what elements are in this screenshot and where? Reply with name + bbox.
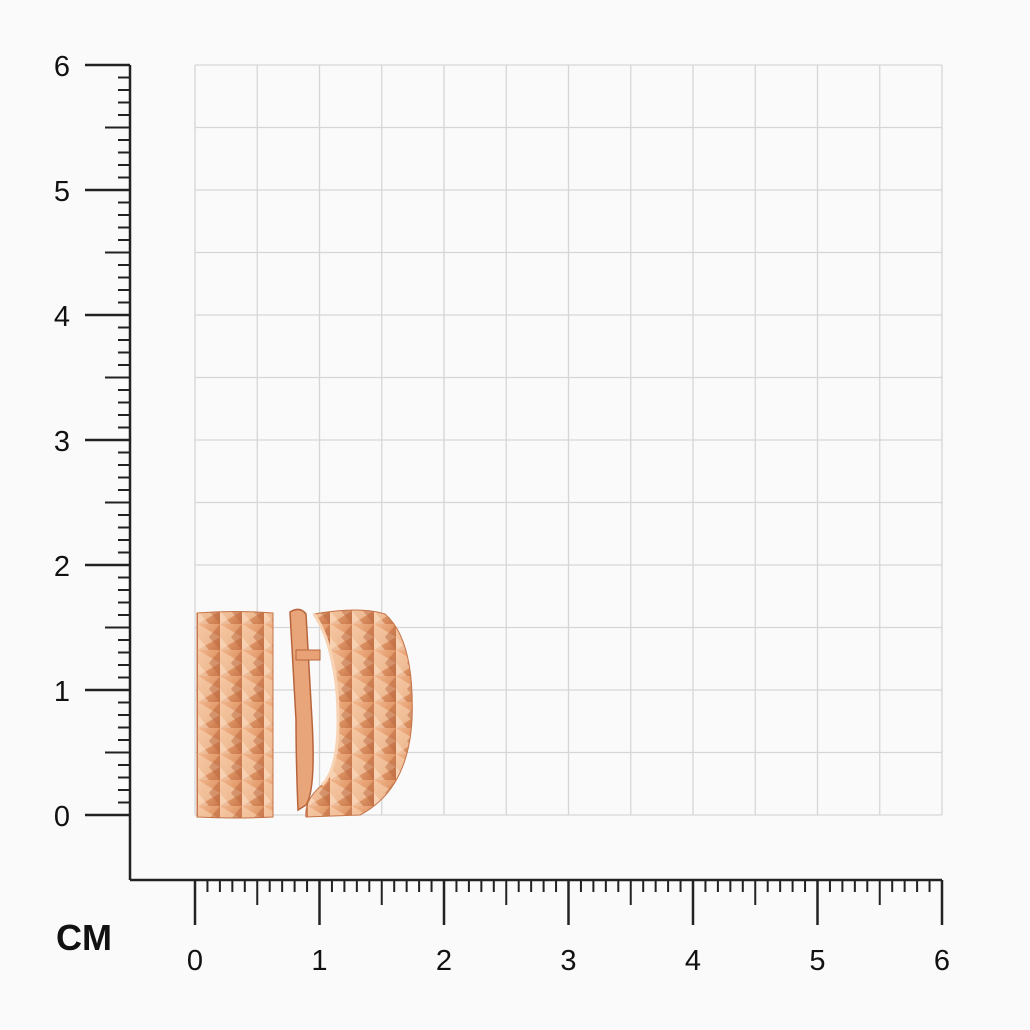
- x-tick-label: 1: [311, 945, 327, 977]
- x-tick-label: 4: [685, 945, 701, 977]
- x-tick-label: 0: [187, 945, 203, 977]
- x-tick-label: 6: [934, 945, 950, 977]
- y-tick-label: 3: [54, 426, 70, 458]
- x-tick-label: 5: [809, 945, 825, 977]
- earrings-image: [196, 608, 413, 819]
- y-tick-label: 4: [54, 301, 70, 333]
- x-tick-label: 2: [436, 945, 452, 977]
- earring-front: [196, 611, 274, 819]
- y-tick-label: 2: [54, 551, 70, 583]
- ruler-axes: [85, 63, 944, 925]
- y-tick-label: 5: [54, 176, 70, 208]
- grid: [194, 64, 943, 816]
- earring-side: [289, 608, 413, 818]
- y-tick-label: 6: [54, 51, 70, 83]
- y-tick-label: 1: [54, 676, 70, 708]
- y-tick-label: 0: [54, 801, 70, 833]
- x-tick-label: 3: [560, 945, 576, 977]
- unit-label: CM: [56, 917, 112, 958]
